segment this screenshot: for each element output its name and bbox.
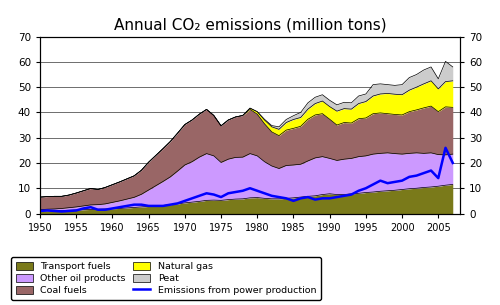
Title: Annual CO₂ emissions (million tons): Annual CO₂ emissions (million tons)	[114, 18, 386, 33]
Legend: Transport fuels, Other oil products, Coal fuels, Natural gas, Peat, Emissions fr: Transport fuels, Other oil products, Coa…	[11, 257, 321, 300]
